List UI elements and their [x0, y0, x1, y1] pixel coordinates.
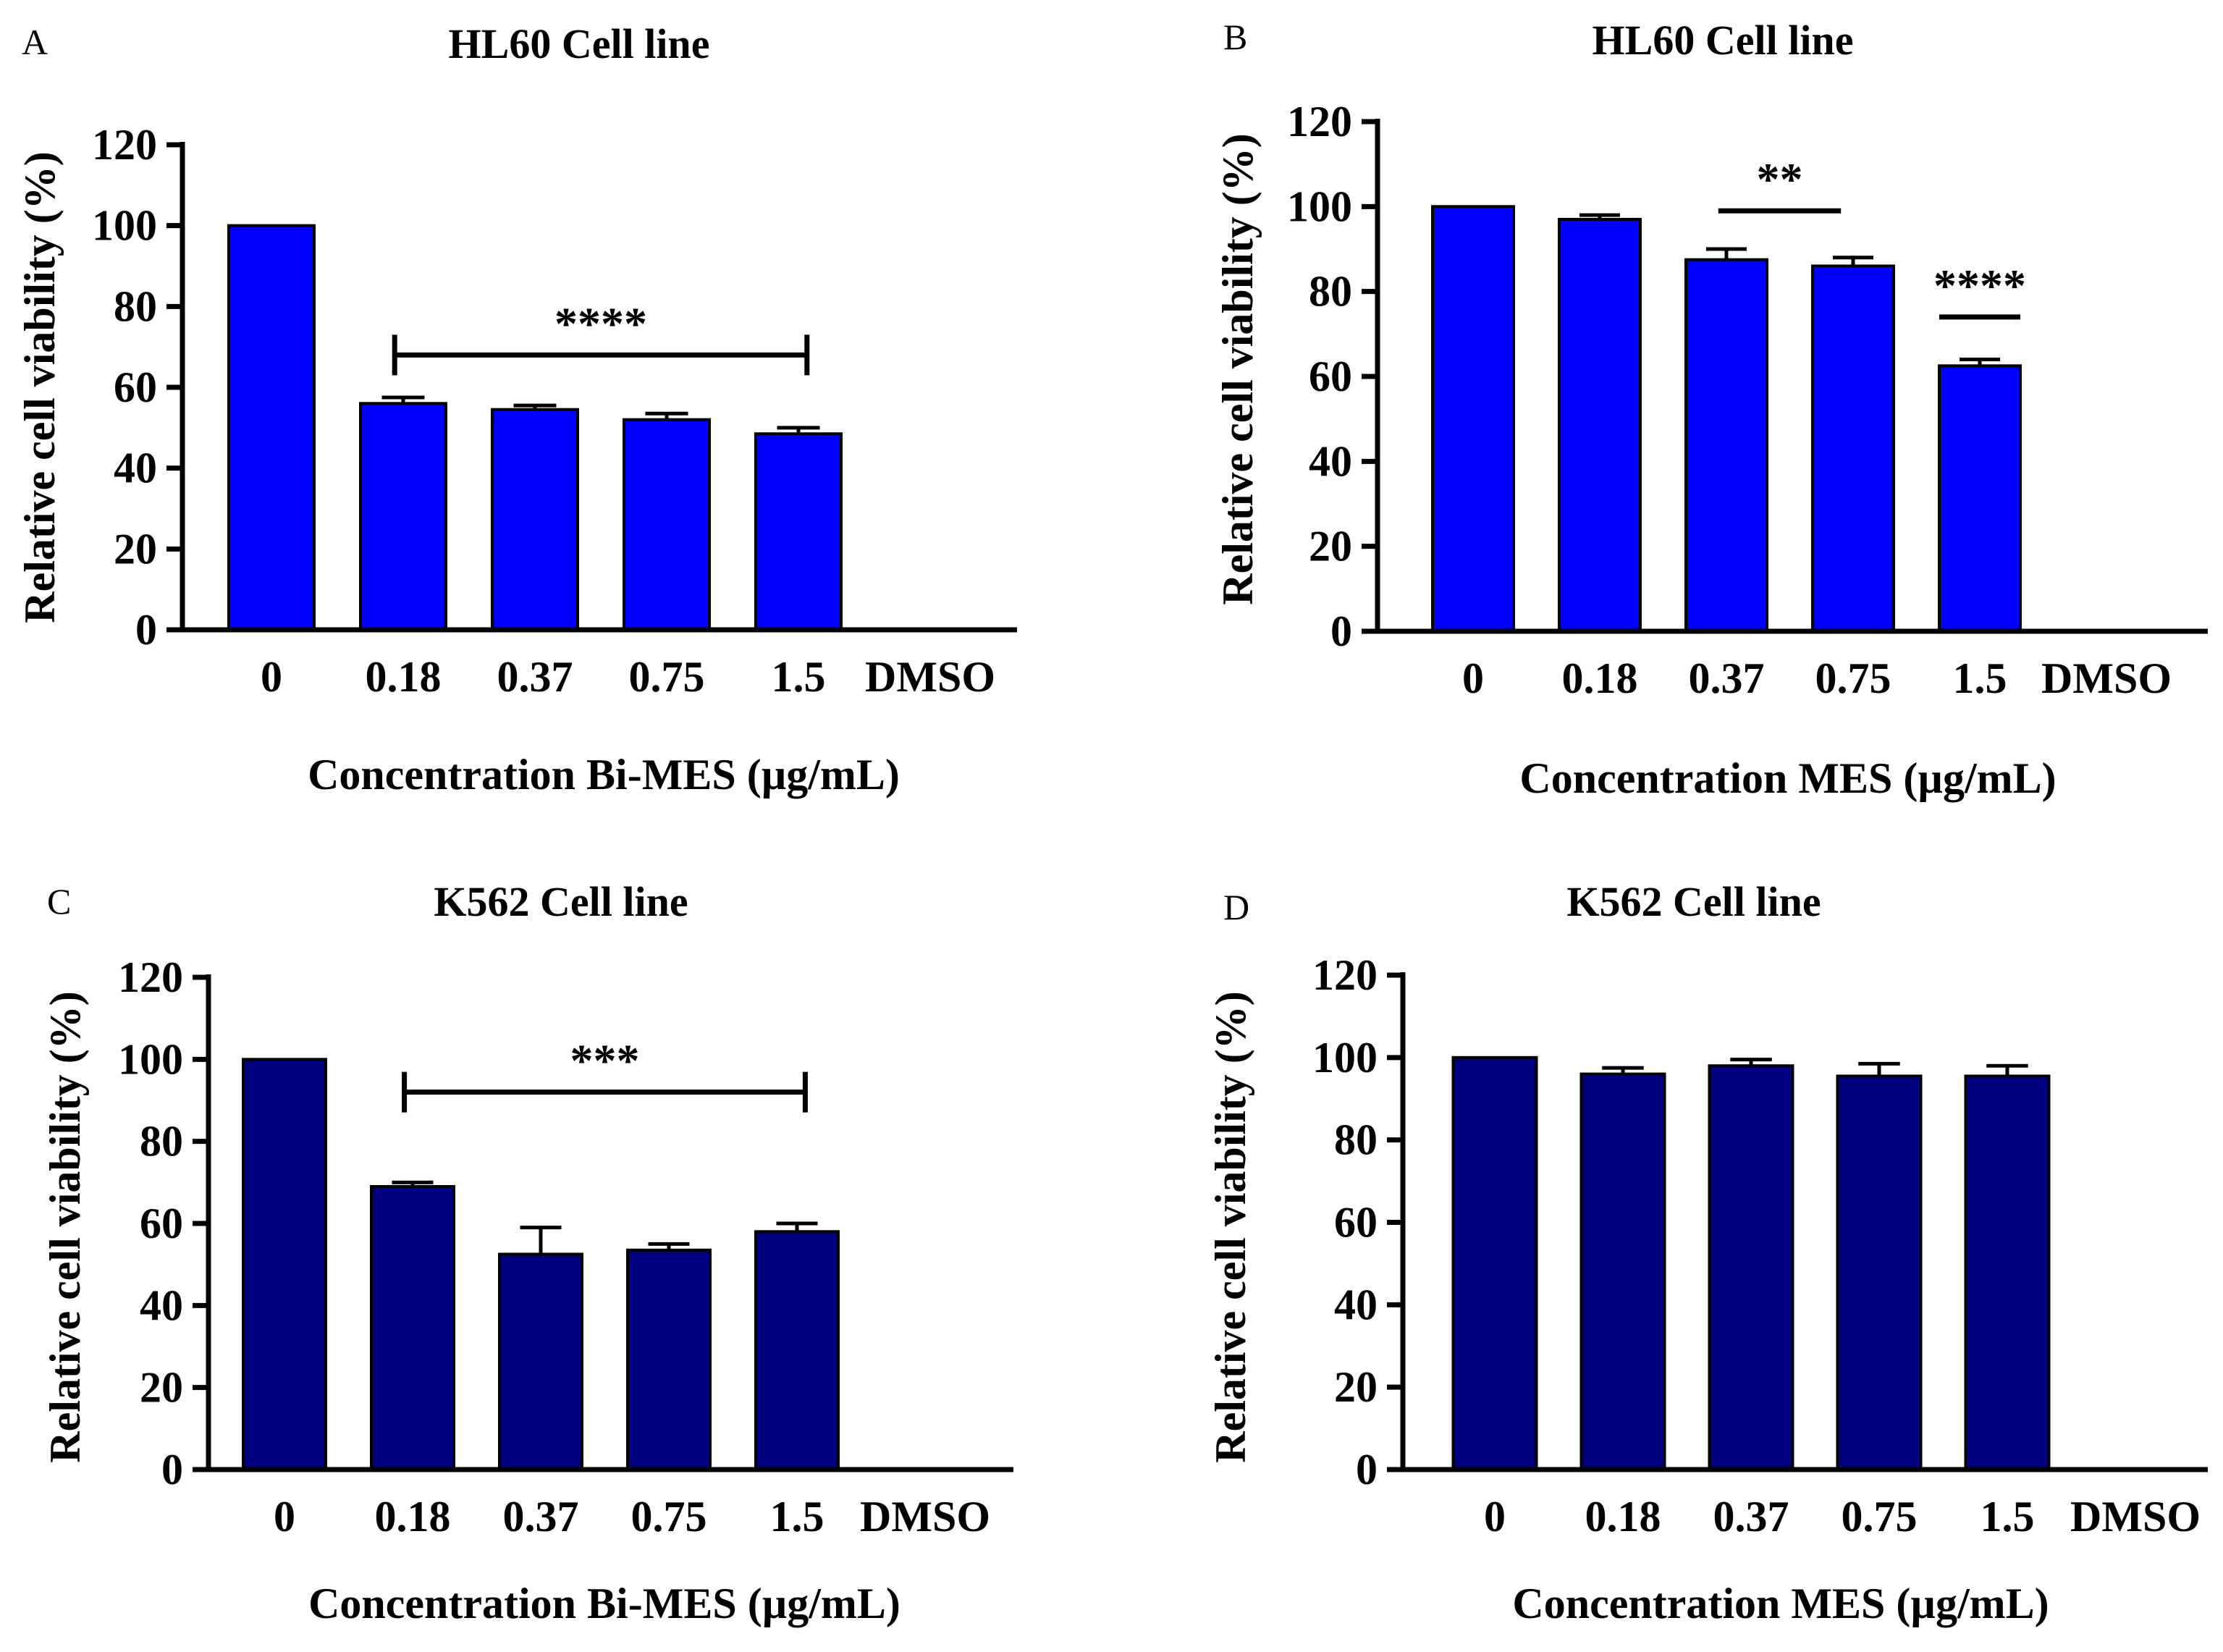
bar — [1811, 264, 1895, 633]
bar — [1964, 1074, 2051, 1471]
y-tick-label: 20 — [114, 525, 157, 573]
x-tick-label: 0.18 — [1585, 1493, 1661, 1541]
bar — [1684, 258, 1768, 633]
chart-title: K562 Cell line — [1566, 878, 1821, 925]
bar — [623, 418, 711, 632]
bar — [626, 1248, 712, 1472]
bar — [370, 1185, 455, 1471]
panel-letter: C — [47, 881, 71, 922]
x-axis-label: Concentration Bi-MES (µg/mL) — [308, 751, 900, 798]
significance-label: ** — [1757, 153, 1803, 205]
bar — [754, 432, 843, 631]
panel-d: D K562 Cell line Relative cell viability… — [1207, 878, 2208, 1627]
x-tick-label: DMSO — [860, 1493, 990, 1541]
x-tick-label: 0.75 — [631, 1493, 707, 1541]
y-tick-label: 40 — [114, 444, 157, 492]
panel-a: A HL60 Cell line Relative cell viability… — [16, 20, 1017, 798]
y-axis-label: Relative cell viability (%) — [16, 151, 64, 623]
bar — [1836, 1074, 1923, 1471]
x-tick-label: 0.18 — [375, 1493, 451, 1541]
x-tick-label: 0 — [1462, 654, 1484, 702]
chart-title: K562 Cell line — [434, 878, 688, 925]
panel-b: B HL60 Cell line Relative cell viability… — [1214, 17, 2208, 802]
bar — [1451, 1055, 1538, 1472]
significance-label: **** — [554, 298, 647, 349]
y-tick-label: 60 — [140, 1200, 183, 1247]
bar — [754, 1230, 840, 1472]
y-tick-label: 80 — [140, 1118, 183, 1166]
bar — [491, 408, 579, 631]
x-axis-label: Concentration MES (µg/mL) — [1519, 754, 2056, 802]
bar — [1708, 1064, 1794, 1471]
significance-label: **** — [1933, 260, 2026, 311]
x-tick-label: 0.75 — [1815, 654, 1891, 702]
x-tick-label: 0.37 — [1689, 654, 1765, 702]
y-tick-label: 60 — [1334, 1199, 1378, 1247]
y-tick-label: 100 — [118, 1035, 183, 1083]
x-axis-label: Concentration MES (µg/mL) — [1512, 1580, 2049, 1627]
chart-title: HL60 Cell line — [449, 20, 710, 67]
x-tick-label: DMSO — [865, 653, 995, 701]
x-tick-label: 0.37 — [503, 1493, 579, 1541]
x-tick-label: 0 — [274, 1493, 295, 1541]
y-tick-label: 100 — [1312, 1034, 1378, 1082]
panel-letter: D — [1223, 887, 1249, 927]
y-tick-label: 120 — [92, 121, 157, 169]
y-tick-label: 80 — [1309, 268, 1352, 316]
y-tick-label: 20 — [140, 1364, 183, 1412]
y-tick-label: 0 — [135, 606, 157, 654]
x-tick-label: 0.18 — [1562, 654, 1638, 702]
y-tick-label: 100 — [92, 202, 157, 250]
bar — [242, 1058, 327, 1472]
bar — [1431, 205, 1515, 633]
y-tick-label: 40 — [1309, 437, 1352, 485]
x-tick-label: 0.75 — [629, 653, 705, 701]
bar — [1938, 364, 2022, 633]
y-tick-label: 20 — [1309, 523, 1352, 570]
y-tick-label: 40 — [1334, 1281, 1378, 1328]
y-tick-label: 80 — [1334, 1116, 1378, 1164]
x-tick-label: 0.37 — [1713, 1493, 1789, 1541]
y-tick-label: 0 — [161, 1446, 183, 1493]
y-tick-label: 0 — [1356, 1446, 1378, 1493]
x-tick-label: DMSO — [2070, 1493, 2201, 1541]
panel-letter: A — [22, 22, 48, 62]
x-tick-label: 0.37 — [497, 653, 573, 701]
x-tick-label: 0 — [261, 653, 282, 701]
bar — [1579, 1072, 1666, 1471]
x-tick-label: 1.5 — [772, 653, 826, 701]
x-tick-label: 0.75 — [1842, 1493, 1918, 1541]
chart-title: HL60 Cell line — [1593, 17, 1854, 64]
y-axis-label: Relative cell viability (%) — [41, 991, 89, 1463]
y-tick-label: 80 — [114, 282, 157, 330]
panel-c: C K562 Cell line Relative cell viability… — [41, 878, 1013, 1627]
y-axis-label: Relative cell viability (%) — [1207, 991, 1254, 1463]
y-tick-label: 120 — [1287, 98, 1352, 146]
x-tick-label: 0.18 — [366, 653, 442, 701]
x-tick-label: 1.5 — [770, 1493, 824, 1541]
x-axis-label: Concentration Bi-MES (µg/mL) — [308, 1580, 900, 1627]
y-tick-label: 100 — [1287, 182, 1352, 230]
bar — [359, 402, 447, 631]
bar — [227, 224, 316, 631]
x-tick-label: 1.5 — [1953, 654, 2007, 702]
y-tick-label: 0 — [1330, 607, 1352, 655]
x-tick-label: DMSO — [2041, 654, 2172, 702]
bar — [1558, 217, 1642, 633]
x-tick-label: 0 — [1484, 1493, 1506, 1541]
y-tick-label: 20 — [1334, 1363, 1378, 1411]
x-tick-label: 1.5 — [1981, 1493, 2035, 1541]
y-tick-label: 60 — [114, 363, 157, 411]
panel-letter: B — [1223, 17, 1247, 57]
y-tick-label: 60 — [1309, 353, 1352, 400]
y-tick-label: 120 — [118, 953, 183, 1001]
y-axis-label: Relative cell viability (%) — [1214, 133, 1262, 605]
y-tick-label: 40 — [140, 1281, 183, 1329]
bar — [498, 1252, 583, 1471]
y-tick-label: 120 — [1312, 951, 1378, 999]
significance-label: *** — [570, 1035, 640, 1087]
